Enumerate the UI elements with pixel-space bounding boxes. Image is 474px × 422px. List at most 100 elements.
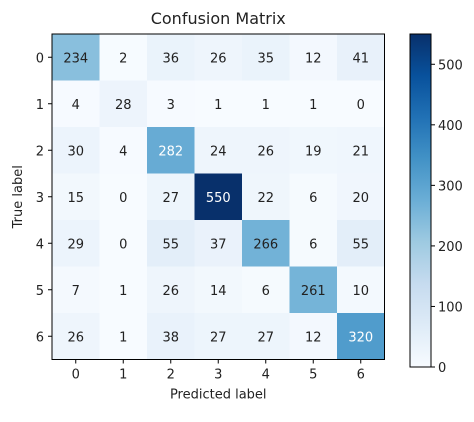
heatmap-cell xyxy=(337,80,385,128)
heatmap-cell xyxy=(52,266,100,314)
cell-value-label: 2 xyxy=(119,51,127,66)
colorbar-tick-label: 300 xyxy=(438,179,463,194)
cell-value-label: 24 xyxy=(210,144,227,159)
x-axis-ticks: 0 1 2 3 4 5 6 xyxy=(72,359,365,383)
heatmap-cell xyxy=(242,34,290,81)
cell-value-label: 55 xyxy=(352,237,369,252)
heatmap-cell xyxy=(147,266,195,314)
cell-value-label: 282 xyxy=(158,144,183,159)
cell-value-label: 4 xyxy=(119,144,127,159)
y-tick-label: 1 xyxy=(36,98,44,113)
heatmap-cell xyxy=(194,127,243,174)
cell-value-label: 6 xyxy=(309,237,317,252)
heatmap-cell xyxy=(194,266,243,314)
cell-value-label: 41 xyxy=(352,51,369,66)
cell-value-label: 6 xyxy=(309,191,317,206)
cell-value-label: 6 xyxy=(262,284,270,299)
heatmap-cell xyxy=(289,34,338,81)
heatmap-cell xyxy=(99,220,148,267)
cell-value-label: 0 xyxy=(357,98,365,113)
x-tick-label: 3 xyxy=(214,368,222,383)
x-tick-label: 6 xyxy=(357,368,365,383)
cell-value-label: 38 xyxy=(162,330,179,345)
x-tick-label: 0 xyxy=(72,368,80,383)
heatmap-cell xyxy=(337,173,385,221)
cell-value-label: 3 xyxy=(167,98,175,113)
heatmap-cell xyxy=(242,173,290,221)
cell-value-label: 26 xyxy=(162,284,179,299)
cell-value-label: 320 xyxy=(348,330,373,345)
heatmap-cell xyxy=(52,220,100,267)
cell-value-label: 26 xyxy=(210,51,227,66)
heatmap-cell xyxy=(52,313,100,360)
heatmap-cell xyxy=(289,266,338,314)
colorbar-frame xyxy=(409,33,432,368)
cell-value-label: 29 xyxy=(67,237,84,252)
cell-value-label: 22 xyxy=(257,191,274,206)
cell-value-label: 19 xyxy=(305,144,322,159)
heatmap-cell xyxy=(194,313,243,360)
heatmap-cell xyxy=(337,313,385,360)
x-tick-label: 1 xyxy=(119,368,127,383)
heatmap-cell xyxy=(337,220,385,267)
heatmap-cell xyxy=(194,220,243,267)
x-tick-label: 5 xyxy=(309,368,317,383)
cell-value-label: 30 xyxy=(67,144,84,159)
cell-value-label: 1 xyxy=(119,330,127,345)
cell-value-label: 234 xyxy=(63,51,88,66)
y-tick-label: 2 xyxy=(36,144,44,159)
cell-value-label: 55 xyxy=(162,237,179,252)
y-tick-label: 6 xyxy=(36,330,44,345)
heatmap-cell xyxy=(242,220,290,267)
cell-value-label: 10 xyxy=(352,284,369,299)
cell-value-label: 14 xyxy=(210,284,227,299)
heatmap-cell xyxy=(52,127,100,174)
heatmap-cell xyxy=(52,80,100,128)
heatmap-cell xyxy=(52,34,100,81)
cell-value-label: 37 xyxy=(210,237,227,252)
heatmap-cell xyxy=(337,34,385,81)
heatmap-cell xyxy=(289,127,338,174)
heatmap-cell xyxy=(99,34,148,81)
cell-value-label: 27 xyxy=(257,330,274,345)
cell-value-label: 12 xyxy=(305,330,322,345)
y-tick-label: 3 xyxy=(36,191,44,206)
cell-value-label: 12 xyxy=(305,51,322,66)
chart-title: Confusion Matrix xyxy=(151,9,286,28)
y-tick-label: 0 xyxy=(36,51,44,66)
cell-value-label: 36 xyxy=(162,51,179,66)
heatmap-cell xyxy=(242,313,290,360)
cell-value-label: 7 xyxy=(72,284,80,299)
cell-value-label: 4 xyxy=(72,98,80,113)
x-tick-label: 4 xyxy=(262,368,270,383)
cell-value-label: 0 xyxy=(119,191,127,206)
y-axis-label: True label xyxy=(11,165,26,229)
y-tick-label: 4 xyxy=(36,237,44,252)
colorbar-tick-label: 0 xyxy=(438,361,446,376)
heatmap-cell xyxy=(289,313,338,360)
heatmap-cell xyxy=(147,34,195,81)
cell-value-label: 21 xyxy=(352,144,369,159)
heatmap-cell xyxy=(337,127,385,174)
colorbar-tick-label: 200 xyxy=(438,240,463,255)
cell-value-label: 1 xyxy=(262,98,270,113)
heatmap-cell xyxy=(147,220,195,267)
heatmap-cell xyxy=(242,127,290,174)
heatmap-cell xyxy=(289,80,338,128)
heatmap-cell xyxy=(194,173,243,221)
colorbar-ticks: 0 100 200 300 400 500 xyxy=(431,58,463,376)
heatmap-cell xyxy=(147,127,195,174)
cell-value-label: 26 xyxy=(67,330,84,345)
heatmap-cell xyxy=(52,173,100,221)
heatmap-cell xyxy=(242,80,290,128)
cell-value-label: 20 xyxy=(352,191,369,206)
heatmap-cell xyxy=(99,173,148,221)
heatmap-cell xyxy=(99,127,148,174)
heatmap-cell xyxy=(147,80,195,128)
heatmap-cell xyxy=(99,80,148,128)
colorbar-tick-label: 500 xyxy=(438,58,463,73)
cell-value-label: 1 xyxy=(309,98,317,113)
y-axis-ticks: 0 1 2 3 4 5 6 xyxy=(36,51,52,345)
